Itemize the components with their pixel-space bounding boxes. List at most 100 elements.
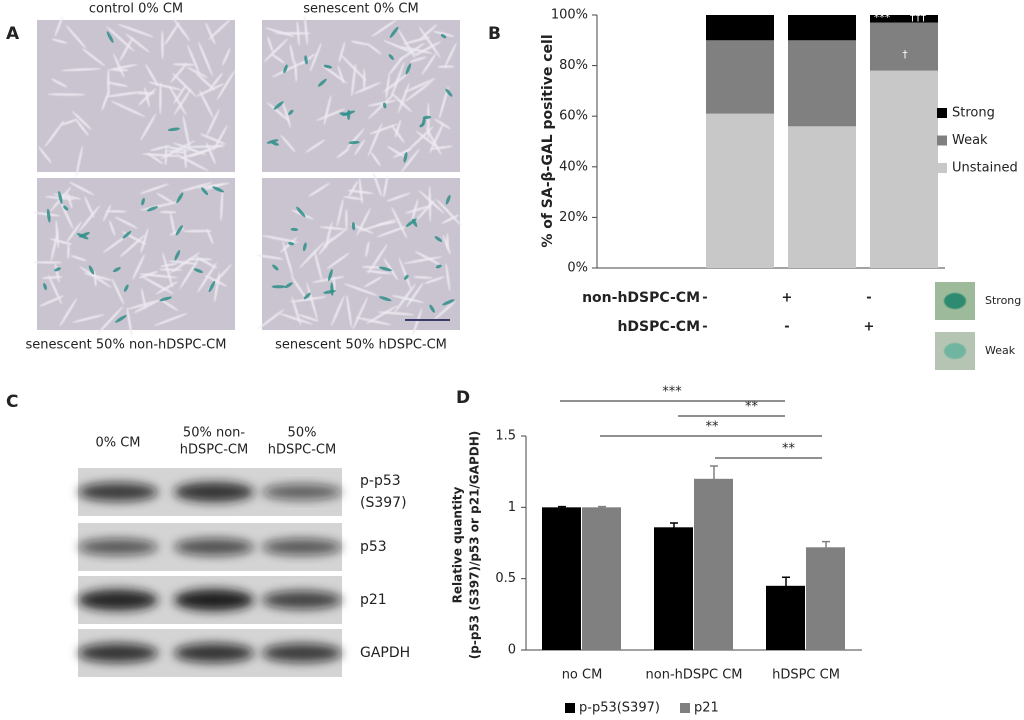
- legend-label: Unstained: [952, 161, 1018, 176]
- condition-mark: +: [782, 291, 793, 306]
- cell: [414, 251, 442, 266]
- cell: [383, 258, 398, 281]
- stained-cell: [46, 208, 51, 223]
- stained-cell: [339, 112, 348, 116]
- cell: [397, 82, 410, 114]
- blot-band: [174, 538, 254, 556]
- bar-segment: [706, 40, 774, 114]
- cell: [435, 198, 462, 226]
- blot-band: [78, 643, 158, 663]
- stained-cell: [208, 280, 216, 293]
- stained-cell: [79, 232, 90, 238]
- cell: [39, 295, 64, 307]
- cell: [391, 206, 408, 239]
- cell: [61, 68, 102, 72]
- cell: [299, 241, 325, 269]
- condition-mark: -: [866, 291, 871, 306]
- cell: [111, 278, 125, 305]
- cell: [187, 67, 208, 78]
- cell: [348, 181, 358, 197]
- cell: [139, 273, 178, 279]
- cell: [429, 145, 453, 150]
- cell: [405, 205, 432, 214]
- cell: [359, 219, 397, 232]
- cell: [205, 22, 216, 45]
- bar-segment: [788, 40, 856, 127]
- cell: [306, 282, 318, 321]
- cell: [274, 32, 311, 35]
- bar: [766, 585, 805, 650]
- cell: [160, 140, 196, 160]
- cell: [132, 254, 145, 280]
- stained-cell: [445, 194, 451, 205]
- cell: [256, 254, 284, 260]
- cell: [66, 192, 73, 209]
- cell: [433, 301, 456, 320]
- micrograph: [262, 15, 460, 173]
- cell: [363, 276, 383, 288]
- stained-cell: [175, 225, 183, 236]
- condition-label: hDSPC-CM: [617, 319, 700, 335]
- bar: [542, 507, 581, 650]
- blot-band: [262, 484, 342, 500]
- condition-mark: -: [784, 320, 789, 335]
- cell: [106, 81, 128, 87]
- cell: [140, 228, 149, 253]
- x-tick-label: non-hDSPC CM: [646, 668, 743, 683]
- cell: [282, 101, 291, 128]
- cell: [119, 36, 134, 62]
- cell: [321, 64, 348, 84]
- cell: [257, 309, 285, 330]
- cell: [108, 64, 138, 71]
- micrograph-label: senescent 0% CM: [303, 2, 418, 17]
- cell: [371, 19, 397, 37]
- cell: [289, 296, 327, 303]
- cell: [415, 130, 440, 149]
- cell: [81, 48, 106, 67]
- cell: [33, 212, 60, 217]
- cell: [271, 60, 306, 78]
- cell: [314, 249, 323, 282]
- y-tick-label: 1.5: [495, 429, 516, 444]
- stained-cell: [378, 296, 392, 302]
- legend-swatch: [937, 108, 947, 118]
- cell: [41, 276, 63, 279]
- cell: [105, 91, 145, 98]
- stained-cell: [146, 206, 158, 212]
- stained-cell: [58, 190, 63, 205]
- cell: [137, 91, 156, 95]
- bar: [582, 507, 621, 650]
- bar-segment: [788, 15, 856, 41]
- cell: [296, 20, 300, 46]
- cell: [169, 212, 176, 236]
- micrograph-label: senescent 50% non-hDSPC-CM: [26, 338, 227, 353]
- cell: [404, 80, 433, 103]
- micrograph-label: control 0% CM: [89, 2, 183, 17]
- cell: [112, 68, 129, 72]
- stained-cell: [445, 88, 453, 97]
- annotation: †††: [910, 11, 927, 24]
- cell: [353, 82, 382, 94]
- cell: [442, 234, 451, 255]
- bar-segment: [706, 113, 774, 268]
- y-tick-label: 100%: [551, 8, 588, 23]
- blot-band: [262, 590, 342, 610]
- cell: [69, 181, 95, 196]
- stained-cell: [440, 33, 447, 39]
- stained-cell: [176, 192, 184, 204]
- cell: [70, 255, 87, 262]
- stained-cell: [283, 64, 288, 74]
- cell: [418, 189, 445, 214]
- y-tick-label: 40%: [559, 159, 588, 174]
- cell: [113, 53, 125, 78]
- error-bar: [670, 522, 678, 532]
- cell: [406, 282, 424, 308]
- stained-cell: [115, 314, 127, 323]
- cell: [282, 240, 294, 278]
- stained-cell: [389, 26, 399, 38]
- stained-cell: [122, 230, 132, 239]
- stained-cell: [106, 31, 114, 43]
- cell: [369, 123, 398, 135]
- cell: [403, 256, 443, 264]
- cell: [343, 196, 364, 200]
